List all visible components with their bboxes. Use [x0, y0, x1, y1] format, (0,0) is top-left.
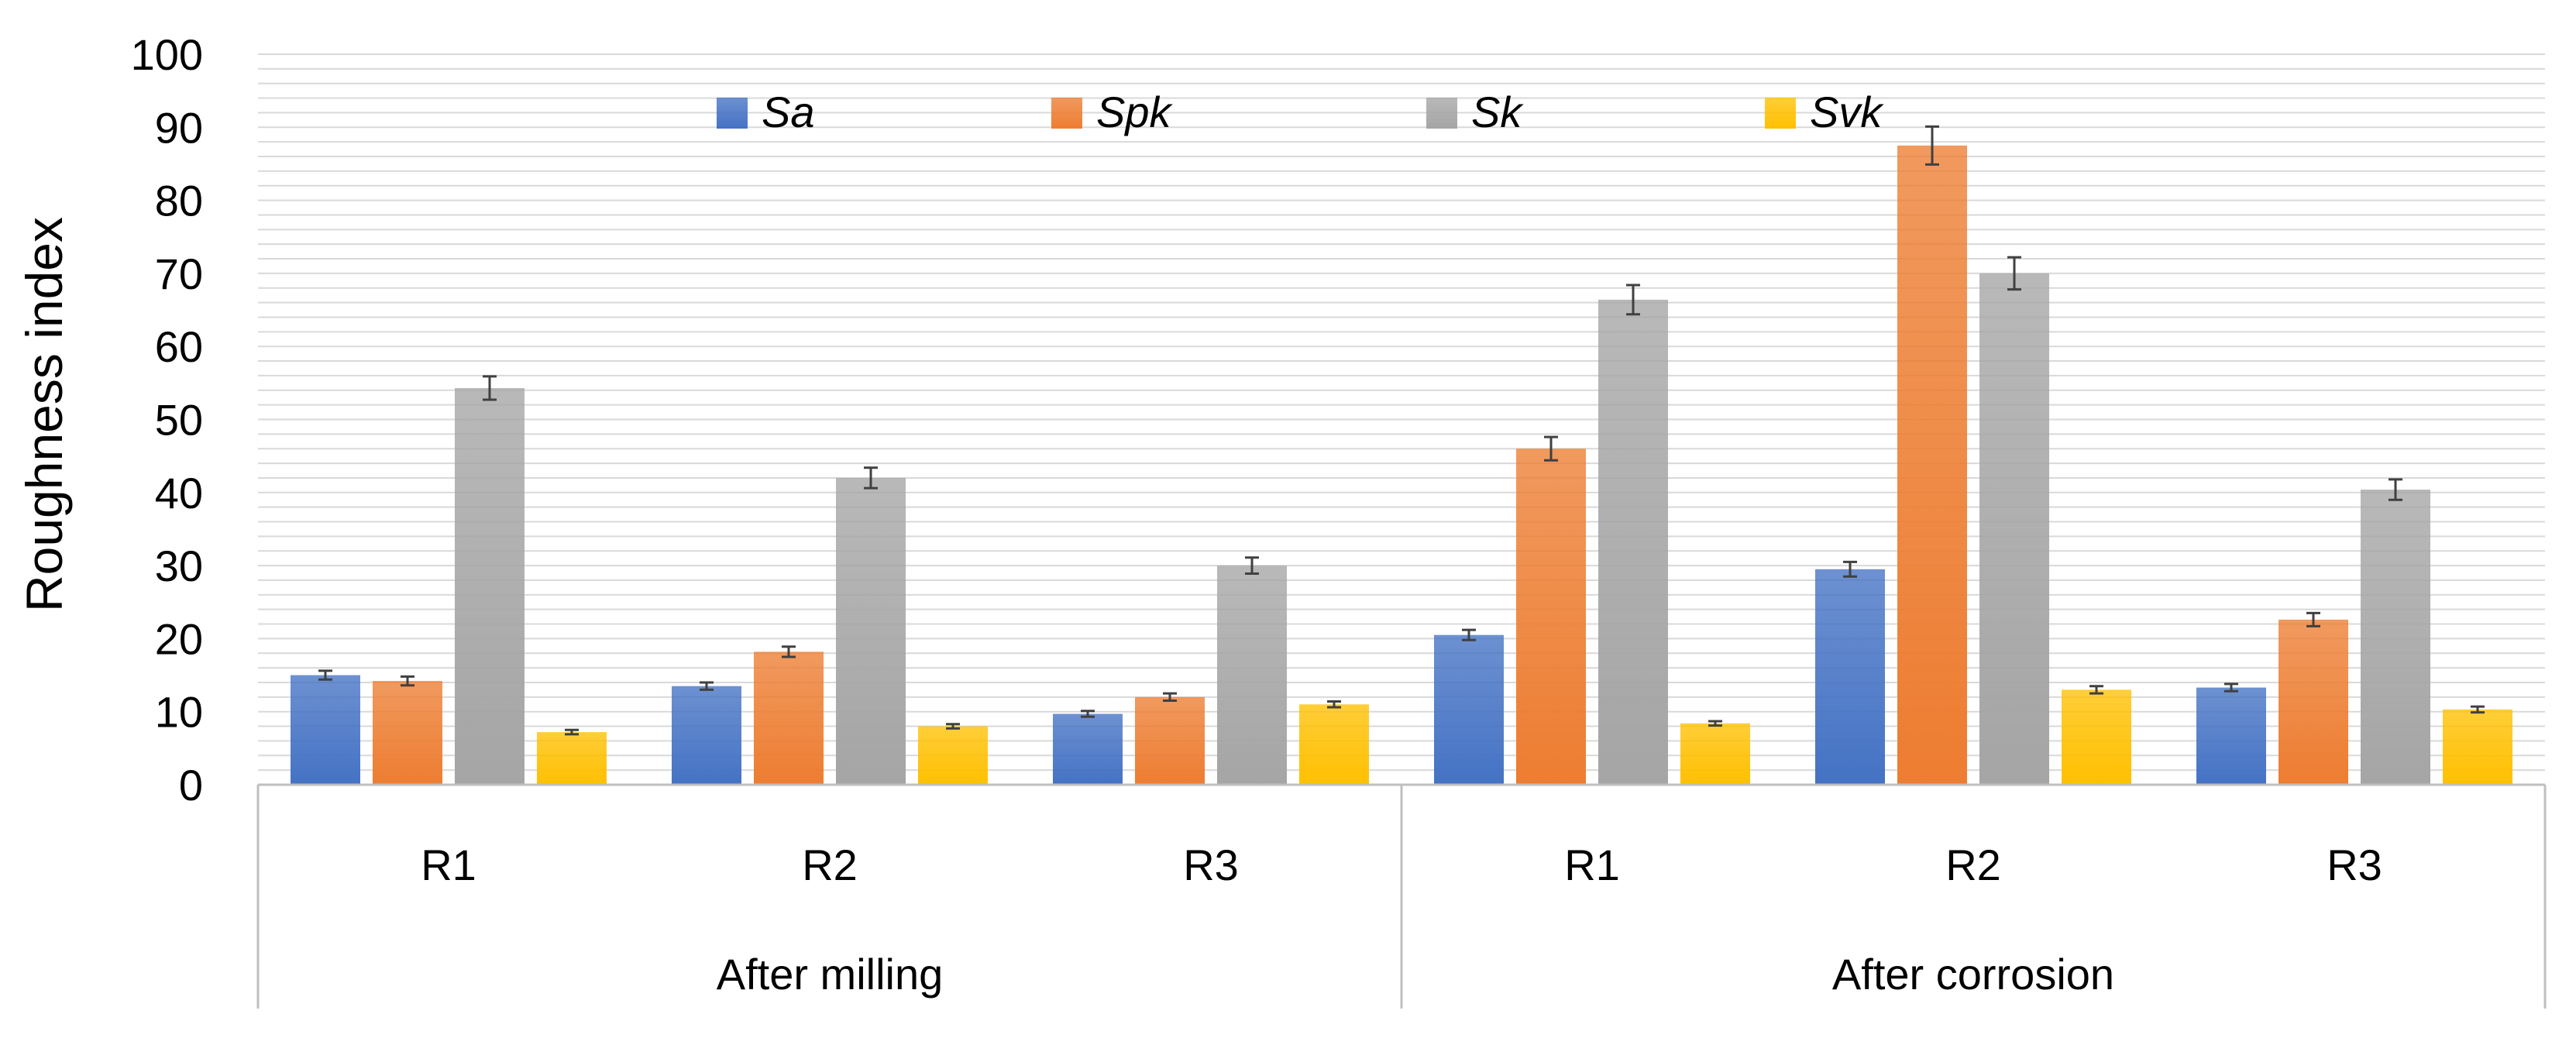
x-category-label: R2: [1945, 840, 2001, 889]
bar-sk: [1979, 273, 2049, 785]
gridlines: [258, 53, 2545, 785]
bar-sa: [291, 675, 360, 785]
y-axis-ticks: 0 10 20 30 40 50 60 70 80 90 100: [131, 30, 203, 810]
bar-sk: [1217, 565, 1287, 785]
legend-swatch-sa: [717, 98, 748, 129]
bar-spk: [1135, 696, 1205, 785]
x-category-label: R3: [1183, 840, 1239, 889]
y-tick-label: 30: [155, 541, 203, 590]
legend-label-sk: Sk: [1471, 88, 1524, 136]
y-tick-label: 10: [155, 688, 203, 737]
x-category-label: R1: [1564, 840, 1620, 889]
y-tick-label: 40: [155, 469, 203, 517]
bar-sa: [1815, 569, 1885, 785]
bar-sa: [1434, 634, 1504, 785]
bar-spk: [373, 681, 442, 785]
x-group-label: After corrosion: [1832, 950, 2114, 999]
y-tick-label: 50: [155, 396, 203, 445]
bar-svk: [2443, 709, 2512, 785]
bar-sa: [1053, 713, 1123, 785]
x-category-label: R2: [802, 840, 858, 889]
bar-spk: [2279, 619, 2348, 785]
bar-svk: [918, 726, 988, 785]
x-group-label: After milling: [717, 950, 944, 999]
bars: [291, 125, 2512, 785]
bar-sk: [836, 477, 906, 785]
legend-label-svk: Svk: [1810, 88, 1884, 136]
x-category-label: R3: [2327, 840, 2382, 889]
bar-svk: [1299, 704, 1369, 785]
bar-svk: [2062, 689, 2131, 785]
y-axis-title: Roughness index: [15, 217, 73, 612]
y-tick-label: 70: [155, 249, 203, 298]
legend-label-spk: Spk: [1096, 88, 1173, 136]
bar-spk: [754, 651, 824, 785]
bar-sk: [455, 387, 524, 785]
y-tick-label: 80: [155, 177, 203, 225]
legend-swatch-sk: [1426, 98, 1457, 129]
x-category-label: R1: [421, 840, 476, 889]
bar-sa: [2196, 687, 2266, 785]
bar-svk: [1680, 723, 1750, 785]
legend-swatch-svk: [1765, 98, 1796, 129]
bar-spk: [1516, 449, 1586, 785]
x-axis: R1 R2 R3 R1 R2 R3 After milling After corrosion: [256, 783, 2547, 1009]
y-tick-label: 90: [155, 103, 203, 152]
legend: Sa Spk Sk Svk: [717, 88, 1884, 136]
bar-svk: [537, 732, 607, 785]
bar-sa: [672, 686, 741, 785]
y-tick-label: 100: [131, 30, 203, 79]
bar-sk: [1598, 299, 1668, 785]
y-tick-label: 0: [179, 761, 203, 810]
y-tick-label: 60: [155, 322, 203, 371]
legend-label-sa: Sa: [762, 88, 815, 136]
y-tick-label: 20: [155, 614, 203, 663]
bar-spk: [1897, 145, 1967, 785]
legend-swatch-spk: [1051, 98, 1082, 129]
bar-sk: [2361, 490, 2430, 785]
